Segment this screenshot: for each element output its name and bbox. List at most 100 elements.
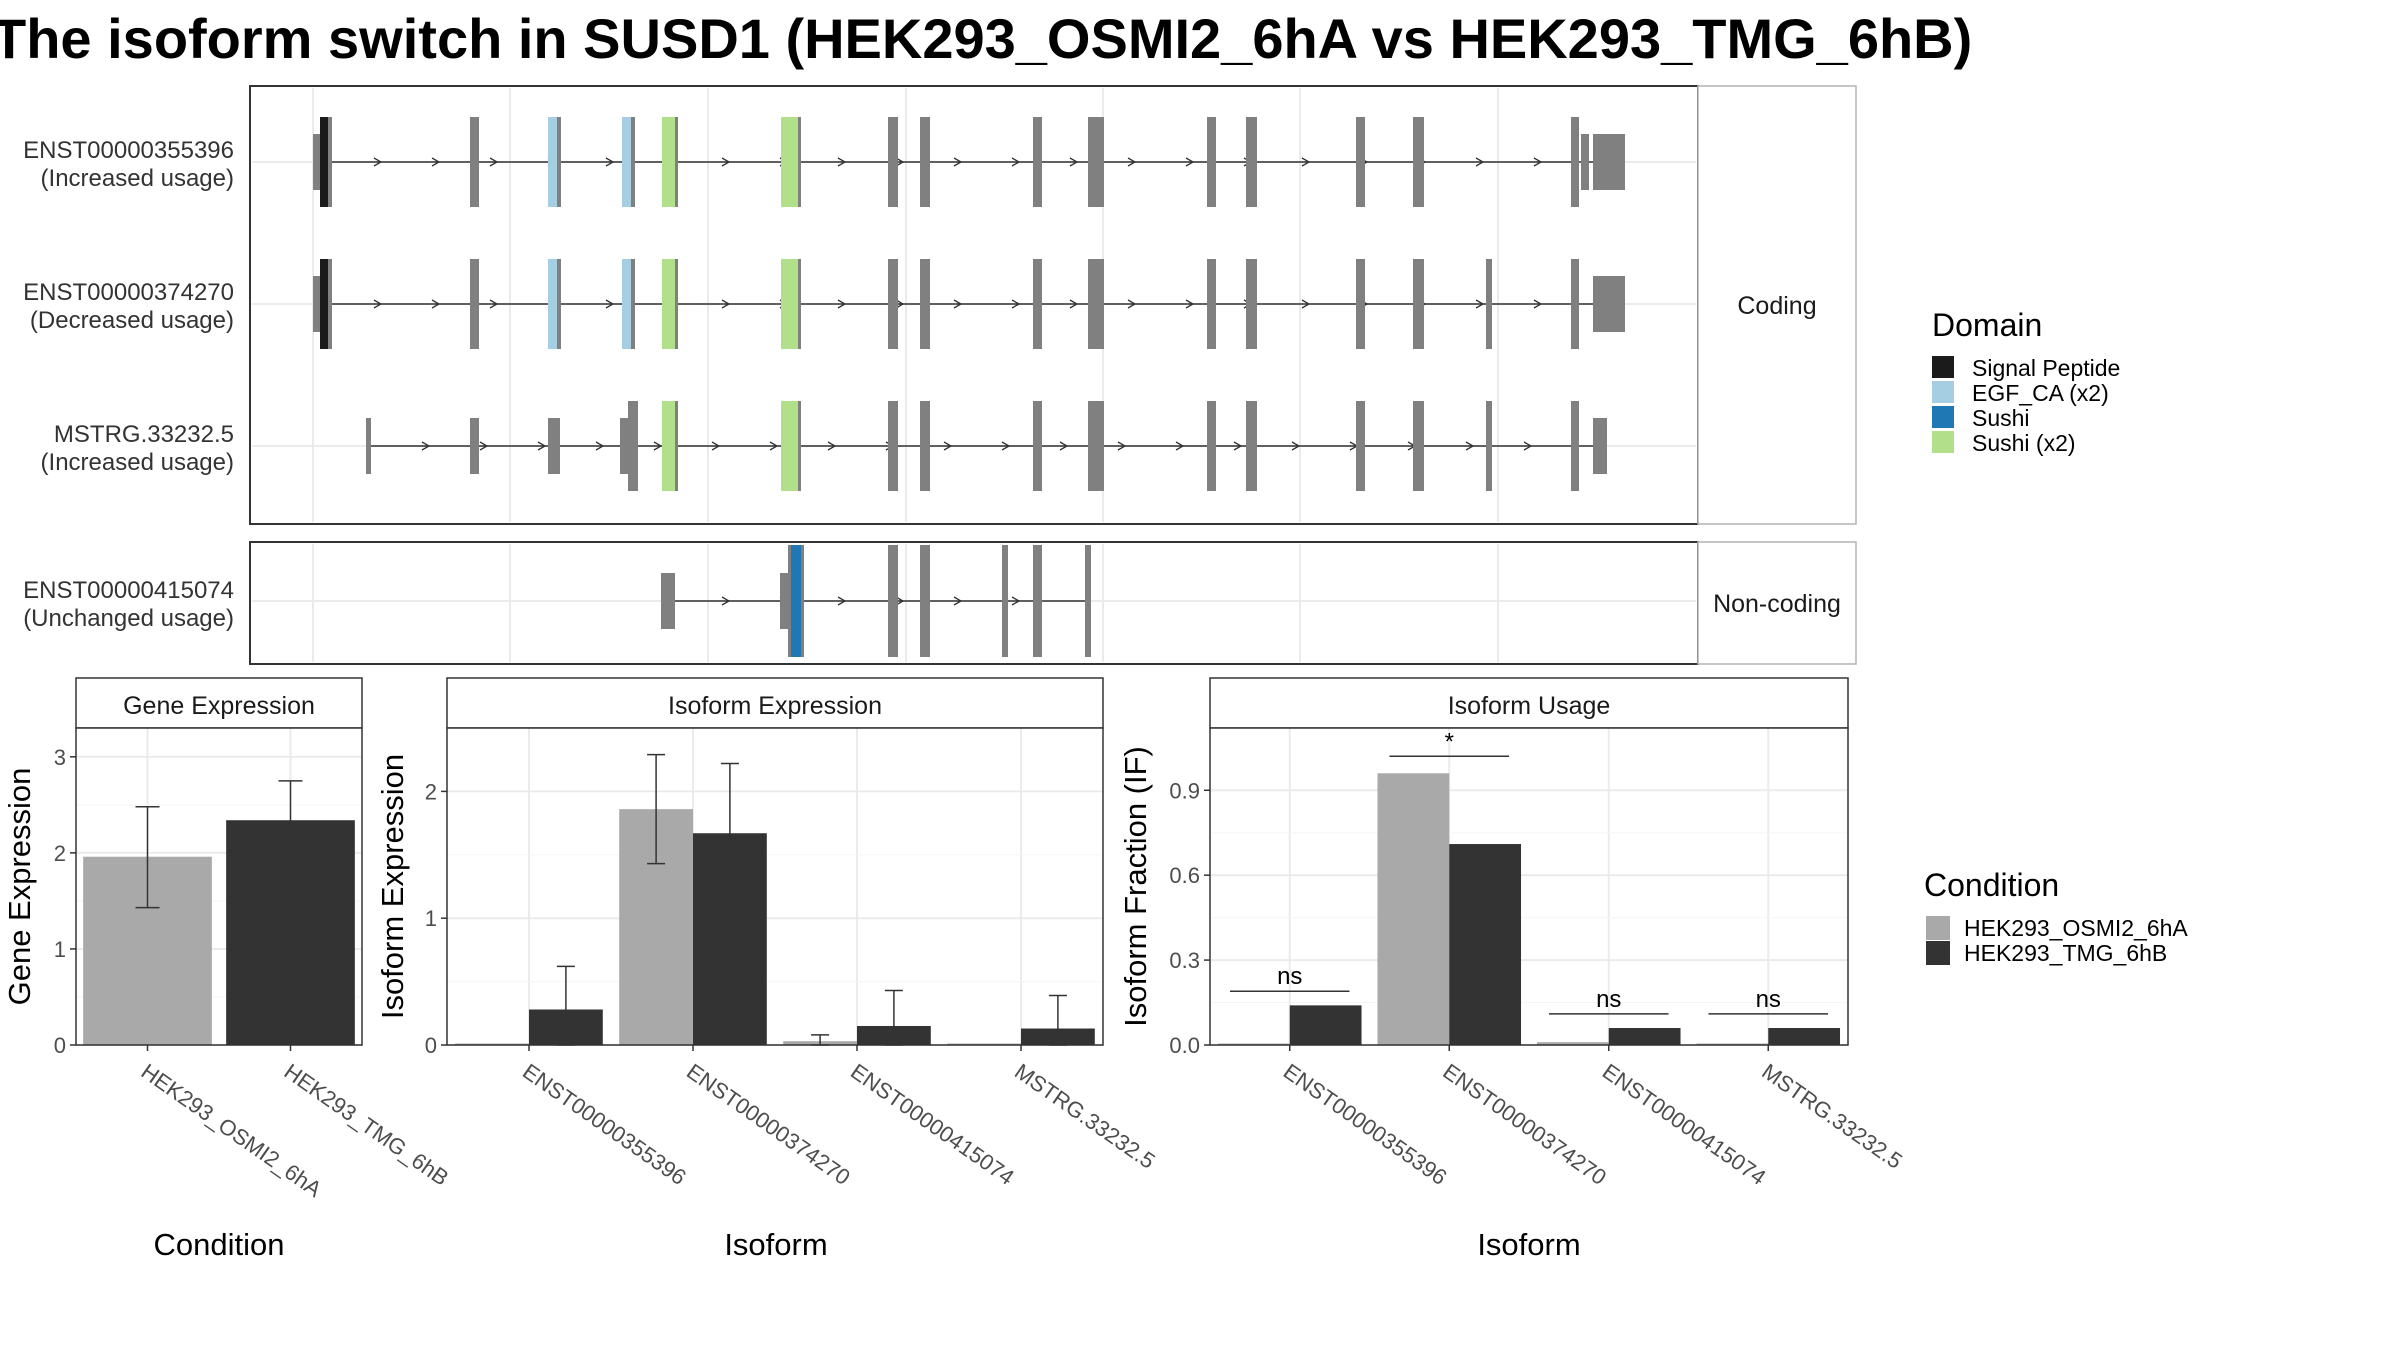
exon [1246,259,1257,349]
transcript-structure [661,545,1091,657]
bar [1768,1028,1841,1045]
exon [1088,259,1104,349]
exon [1356,259,1365,349]
exon [313,134,321,190]
exon [548,418,560,474]
exon [888,259,898,349]
exon [1085,545,1091,657]
exon [1593,134,1625,190]
transcript-id: ENST00000415074 [23,577,234,604]
domain-legend: Domain Signal Peptide EGF_CA (x2) Sushi … [1932,307,2120,456]
condition-legend: Condition HEK293_OSMI2_6hA HEK293_TMG_6h… [1924,867,2188,966]
exon [675,259,678,349]
facet-label-coding: Coding [1737,292,1816,320]
exon [328,117,332,207]
x-tick-label: ENST00000415074 [846,1059,1019,1190]
legend-key-cond-a [1926,916,1950,940]
exon [1413,117,1424,207]
facet-strip-coding: Coding [1697,85,1857,525]
exon [1002,545,1008,657]
transcript-id: ENST00000374270 [23,279,234,306]
exon [662,117,676,207]
y-tick-label: 0.6 [1169,863,1200,888]
x-axis-label: Isoform [1477,1227,1580,1262]
exon [1593,276,1625,332]
transcript-panel-noncoding [249,541,1699,665]
legend-label: Signal Peptide [1972,355,2120,381]
x-tick-label: ENST00000374270 [682,1059,855,1190]
exon [1033,401,1042,491]
transcript-structure [313,259,1625,349]
legend-key-egf-ca [1932,381,1954,403]
exon [920,259,930,349]
isoform-usage-chart: Isoform Usage 0.0 0.3 0.6 0.9 ns * ns ns ENST0000… [1118,677,1907,1262]
transcript-usage: (Increased usage) [41,165,234,192]
legend-key-signal-peptide [1932,356,1954,378]
exon [1033,259,1042,349]
legend-key-sushi-x2 [1932,431,1954,453]
x-tick-label: ENST00000355396 [518,1059,691,1190]
exon [1356,401,1365,491]
exon [801,545,804,657]
exon [1571,117,1579,207]
bar [1377,773,1450,1045]
exon [1088,401,1104,491]
exon [788,545,791,657]
exon [1486,259,1492,349]
domain-legend-title: Domain [1932,307,2042,343]
transcript-structure [366,401,1607,491]
legend-label: HEK293_OSMI2_6hA [1964,915,2188,941]
bar [1536,1042,1609,1045]
exon [662,401,676,491]
legend-label: Sushi [1972,405,2030,431]
transcript-usage: (Increased usage) [41,449,234,476]
significance-label: ns [1596,986,1621,1013]
exon [920,545,930,657]
significance-label: * [1445,728,1454,755]
transcript-usage: (Unchanged usage) [23,605,234,632]
exon [631,259,635,349]
exon [1207,117,1216,207]
transcript-structure [313,117,1625,207]
y-axis-label: Gene Expression [2,768,37,1006]
exon [620,418,628,474]
gene-expression-chart: Gene Expression0123HEK293_OSMI2_6hAHEK29… [2,677,453,1262]
exon [313,276,321,332]
exon [1033,117,1042,207]
exon [798,401,801,491]
exon [1413,401,1424,491]
legend-label: HEK293_TMG_6hB [1964,940,2167,966]
exon [366,418,371,474]
y-tick-label: 2 [54,841,66,866]
exon [662,259,676,349]
exon [628,401,638,491]
y-tick-label: 0 [425,1033,437,1058]
exon [1571,401,1579,491]
exon [781,117,799,207]
exon [781,259,799,349]
exon [781,401,799,491]
exon [631,117,635,207]
y-axis-label: Isoform Expression [375,754,410,1019]
error-bar [720,762,739,906]
exon [888,401,898,491]
exon [920,401,930,491]
exon [888,117,898,207]
transcript-label-4: ENST00000415074 (Unchanged usage) [23,577,234,632]
exon [1581,134,1589,190]
exon [328,259,332,349]
exon [1207,401,1216,491]
exon [1571,259,1579,349]
exon [470,117,479,207]
x-tick-label: MSTRG.33232.5 [1757,1059,1907,1174]
exon [675,117,678,207]
exon [470,259,479,349]
legend-key-sushi [1932,406,1954,428]
facet-strip-noncoding: Non-coding [1697,541,1857,665]
exon [557,259,561,349]
transcript-id: MSTRG.33232.5 [54,421,234,448]
legend-key-cond-b [1926,941,1950,965]
exon [320,259,328,349]
y-tick-label: 1 [425,906,437,931]
